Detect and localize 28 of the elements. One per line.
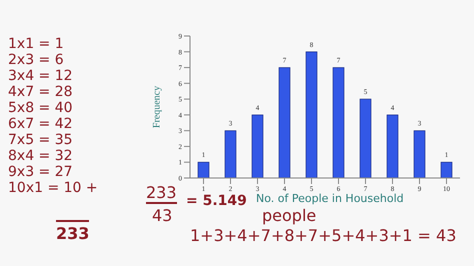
bar [306, 51, 318, 178]
text: 4x7 = 28 [8, 84, 73, 100]
text: 3x4 = 12 [8, 68, 73, 84]
text: 6x7 = 42 [8, 116, 73, 132]
text: 1+3+4+7+8+7+5+4+3+1 = 43 [190, 226, 456, 245]
x-axis-title: No. of People in Household [256, 192, 404, 205]
bar [386, 114, 398, 178]
bar [332, 67, 344, 178]
text: 233 [56, 220, 90, 243]
text: 5x8 = 40 [8, 100, 73, 116]
bar [278, 67, 290, 178]
text: 9x3 = 27 [8, 164, 73, 180]
bar [252, 114, 264, 178]
text: 233 [146, 183, 177, 204]
y-axis-title: Frequency [152, 86, 163, 128]
bar [440, 162, 452, 178]
bar [224, 130, 236, 178]
bar [414, 130, 426, 178]
text: 2x3 = 6 [8, 52, 64, 68]
bar [360, 98, 372, 178]
text: 8x4 = 32 [8, 148, 73, 164]
text: 1x1 = 1 [8, 36, 64, 52]
text: 10x1 = 10 + [8, 180, 98, 196]
text: 7x5 = 35 [8, 132, 73, 148]
bar [198, 162, 210, 178]
text: 43 [152, 206, 172, 225]
text: people [262, 206, 316, 225]
text: = 5.149 [186, 193, 247, 209]
